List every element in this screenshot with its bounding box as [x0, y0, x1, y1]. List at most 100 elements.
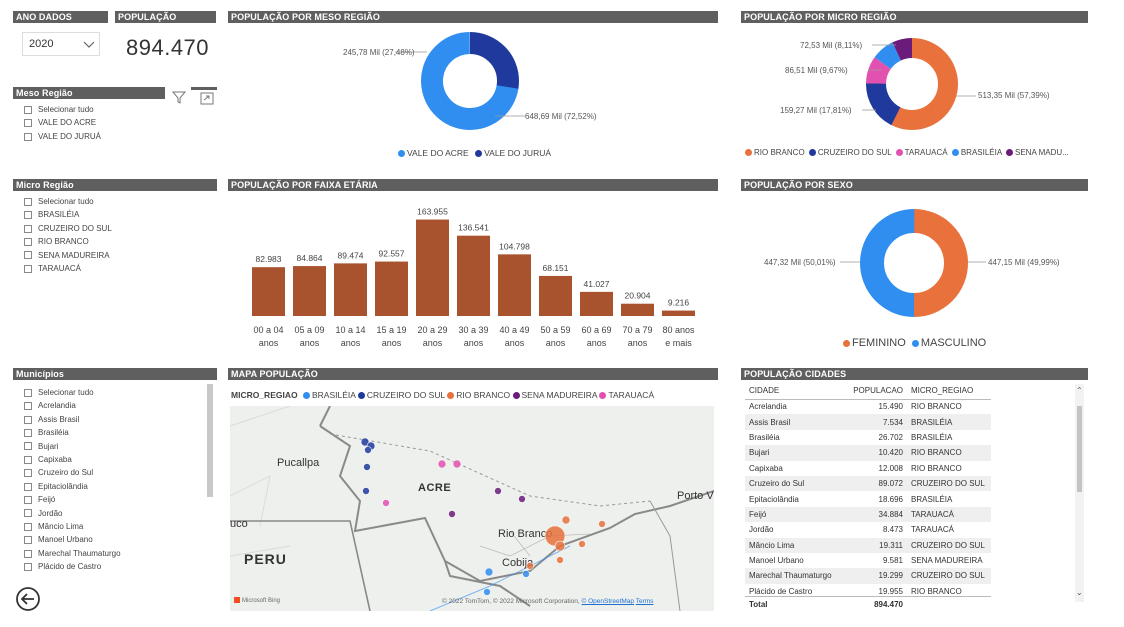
checkbox[interactable]	[24, 509, 32, 518]
checkbox[interactable]	[24, 238, 32, 247]
table-scrollbar[interactable]: ⌃ ⌄	[1075, 384, 1084, 602]
legend-item[interactable]: RIO BRANCO	[745, 148, 805, 157]
checkbox[interactable]	[24, 251, 32, 260]
checkbox[interactable]	[24, 119, 32, 128]
map-bubble[interactable]	[452, 459, 462, 469]
checkbox[interactable]	[24, 197, 32, 206]
map-bubble[interactable]	[518, 495, 526, 503]
column-header-micro-regiao[interactable]: MICRO_REGIAO	[907, 383, 991, 400]
legend-item[interactable]: BRASILÉIA	[951, 148, 1002, 157]
map-bubble[interactable]	[483, 588, 491, 596]
legend-item[interactable]: CRUZEIRO DO SUL	[357, 390, 445, 400]
checkbox[interactable]	[24, 455, 32, 464]
slicer-item[interactable]: Assis Brasil	[24, 413, 121, 426]
slicer-item[interactable]: Selecionar tudo	[24, 386, 121, 399]
focus-mode-icon[interactable]	[200, 92, 214, 105]
bar-40-a-49-anos[interactable]	[498, 254, 531, 316]
slicer-item[interactable]: VALE DO JURUÁ	[24, 130, 101, 143]
osm-link[interactable]: © OpenStreetMap	[581, 598, 635, 605]
legend-item[interactable]: CRUZEIRO DO SUL	[808, 148, 891, 157]
checkbox[interactable]	[24, 469, 32, 478]
slicer-item[interactable]: Feijó	[24, 493, 121, 506]
checkbox[interactable]	[24, 415, 32, 424]
map-bubble[interactable]	[554, 540, 566, 552]
map-bubble[interactable]	[448, 510, 456, 518]
table-row[interactable]: Manoel Urbano 9.581 SENA MADUREIRA	[745, 553, 991, 568]
map-bubble[interactable]	[598, 520, 606, 528]
slicer-item[interactable]: Capixaba	[24, 453, 121, 466]
table-row[interactable]: Marechal Thaumaturgo 19.299 CRUZEIRO DO SU…	[745, 568, 991, 584]
year-dropdown[interactable]: 2020	[22, 32, 100, 56]
table-row[interactable]: Cruzeiro do Sul 89.072 CRUZEIRO DO SUL	[745, 475, 991, 492]
table-row[interactable]: Brasiléia 26.702 BRASILÉIA	[745, 430, 991, 445]
bar-10-a-14-anos[interactable]	[334, 263, 367, 316]
checkbox[interactable]	[24, 549, 32, 558]
slicer-item[interactable]: CRUZEIRO DO SUL	[24, 222, 112, 235]
bar-20-a-29-anos[interactable]	[416, 219, 449, 316]
terms-link[interactable]: Terms	[635, 598, 654, 605]
bar-30-a-39-anos[interactable]	[457, 235, 490, 316]
slicer-item[interactable]: Cruzeiro do Sul	[24, 466, 121, 479]
slicer-item[interactable]: Mâncio Lima	[24, 520, 121, 533]
table-row[interactable]: Assis Brasil 7.534 BRASILÉIA	[745, 414, 991, 430]
slicer-item[interactable]: Selecionar tudo	[24, 103, 101, 116]
legend-item[interactable]: VALE DO JURUÁ	[475, 148, 551, 158]
column-header-populacao[interactable]: POPULACAO	[845, 383, 907, 400]
map-bubble[interactable]	[526, 562, 534, 570]
legend-item[interactable]: FEMININO	[843, 337, 906, 349]
slicer-item[interactable]: Marechal Thaumaturgo	[24, 547, 121, 560]
bar-15-a-19-anos[interactable]	[375, 261, 408, 316]
table-row[interactable]: Epitaciolândia 18.696 BRASILÉIA	[745, 491, 991, 506]
table-row[interactable]: Feijó 34.884 TARAUACÁ	[745, 506, 991, 523]
legend-item[interactable]: MASCULINO	[911, 337, 986, 349]
slicer-item[interactable]: Bujari	[24, 440, 121, 453]
municipios-scrollbar[interactable]	[207, 384, 213, 497]
checkbox[interactable]	[24, 388, 32, 397]
slicer-item[interactable]: SENA MADUREIRA	[24, 249, 112, 262]
checkbox[interactable]	[24, 562, 32, 571]
micro-slice-tarauaca[interactable]	[866, 38, 958, 130]
bar-60-a-69-anos[interactable]	[580, 291, 613, 316]
bar-05-a-09-anos[interactable]	[293, 266, 326, 316]
checkbox[interactable]	[24, 264, 32, 273]
slicer-item[interactable]: Manoel Urbano	[24, 533, 121, 546]
checkbox[interactable]	[24, 105, 32, 114]
map-bubble[interactable]	[360, 437, 370, 447]
table-row[interactable]: Capixaba 12.008 RIO BRANCO	[745, 461, 991, 476]
meso-slice-vale-do-jurua[interactable]	[421, 32, 519, 130]
checkbox[interactable]	[24, 496, 32, 505]
checkbox[interactable]	[24, 442, 32, 451]
table-row[interactable]: Acrelandia 15.490 RIO BRANCO	[745, 399, 991, 414]
checkbox[interactable]	[24, 536, 32, 545]
map-bubble[interactable]	[522, 570, 530, 578]
table-row[interactable]: Mâncio Lima 19.311 CRUZEIRO DO SUL	[745, 537, 991, 553]
checkbox[interactable]	[24, 522, 32, 531]
scrollbar-thumb[interactable]	[1077, 406, 1082, 492]
back-arrow-icon[interactable]	[15, 586, 41, 612]
table-row[interactable]: Plácido de Castro 19.955 RIO BRANCO	[745, 584, 991, 595]
legend-item[interactable]: TARAUACÁ	[599, 390, 654, 400]
table-row[interactable]: Jordão 8.473 TARAUACÁ	[745, 522, 991, 537]
filter-icon[interactable]	[172, 90, 186, 104]
sexo-slice-masculino[interactable]	[860, 209, 968, 317]
bar-80-anos-e-mais[interactable]	[662, 310, 695, 316]
slicer-item[interactable]: Jordão	[24, 507, 121, 520]
map-bubble[interactable]	[382, 499, 390, 507]
checkbox[interactable]	[24, 429, 32, 438]
legend-item[interactable]: RIO BRANCO	[447, 390, 510, 400]
map-bubble[interactable]	[494, 487, 502, 495]
slicer-item[interactable]: BRASILÉIA	[24, 208, 112, 221]
checkbox[interactable]	[24, 132, 32, 141]
slicer-item[interactable]: Brasiléia	[24, 426, 121, 439]
legend-item[interactable]: BRASILÉIA	[302, 390, 355, 400]
map-bubble[interactable]	[364, 446, 372, 454]
map-bubble[interactable]	[362, 487, 370, 495]
map-bubble[interactable]	[561, 515, 571, 525]
bar-70-a-79-anos[interactable]	[621, 303, 654, 316]
checkbox[interactable]	[24, 482, 32, 491]
legend-item[interactable]: SENA MADUREIRA	[512, 390, 597, 400]
legend-item[interactable]: TARAUACÁ	[895, 148, 948, 157]
map-bubble[interactable]	[556, 556, 564, 564]
slicer-item[interactable]: Selecionar tudo	[24, 195, 112, 208]
slicer-item[interactable]: Epitaciolândia	[24, 480, 121, 493]
